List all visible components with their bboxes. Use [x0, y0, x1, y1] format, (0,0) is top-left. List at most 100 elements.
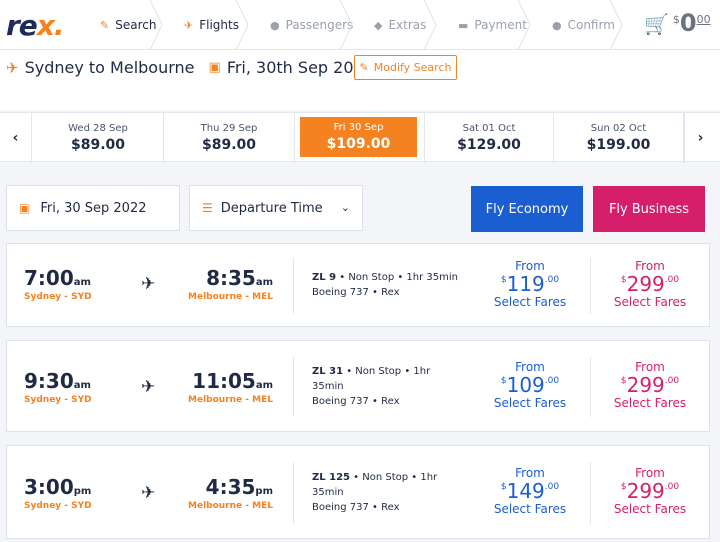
fly-economy-button[interactable]: Fly Economy — [471, 186, 583, 232]
divider — [590, 258, 591, 314]
date-option[interactable]: Thu 29 Sep $89.00 — [164, 113, 295, 163]
plane-icon: ✈ — [141, 377, 156, 397]
date-option[interactable]: Sat 01 Oct $129.00 — [424, 113, 554, 163]
fare-currency: $ — [620, 482, 627, 492]
arrival-ampm: am — [255, 277, 273, 288]
logo-dot: . — [53, 8, 65, 42]
economy-fare[interactable]: From $149.00 Select Fares — [475, 466, 585, 516]
step-search[interactable]: ✎ Search — [76, 0, 163, 50]
sort-dropdown[interactable]: ☰ Departure Time ⌄ — [189, 185, 363, 231]
arrival: 8:35am Melbourne - MEL — [188, 266, 273, 302]
economy-fare[interactable]: From $119.00 Select Fares — [475, 259, 585, 309]
step-passengers-label: Passengers — [285, 18, 354, 32]
date-option[interactable]: Sun 02 Oct $199.00 — [554, 113, 684, 163]
date-filter-value: Fri, 30 Sep 2022 — [40, 200, 147, 216]
fare-price: 299 — [626, 373, 665, 397]
chevron-divider — [234, 0, 250, 50]
departure-city: Sydney - SYD — [24, 395, 92, 405]
fare-from-label: From — [635, 360, 665, 374]
departure-time: 3:00 — [24, 475, 74, 499]
departure-time: 7:00 — [24, 266, 74, 290]
aircraft-operator: Boeing 737 • Rex — [312, 287, 400, 298]
step-extras[interactable]: ◆ Extras — [350, 0, 437, 50]
fare-from-label: From — [635, 259, 665, 273]
departure-ampm: pm — [73, 486, 92, 497]
business-fare[interactable]: From $299.00 Select Fares — [595, 259, 705, 309]
flight-number: ZL 9 — [312, 272, 337, 283]
fare-cents: .00 — [664, 275, 680, 285]
select-fares-link[interactable]: Select Fares — [613, 396, 687, 410]
modify-search-button[interactable]: ✎ Modify Search — [354, 55, 457, 80]
arrival-city: Melbourne - MEL — [188, 501, 273, 511]
calendar-icon: ▣ — [19, 201, 31, 215]
arrival-ampm: am — [255, 380, 273, 391]
select-fares-link[interactable]: Select Fares — [613, 502, 687, 516]
economy-fare[interactable]: From $109.00 Select Fares — [475, 360, 585, 410]
pencil-icon: ✎ — [359, 61, 369, 74]
chevron-divider — [148, 0, 164, 50]
divider — [293, 258, 294, 314]
fare-from-label: From — [635, 466, 665, 480]
fare-currency: $ — [500, 482, 507, 492]
date-option-price: $89.00 — [201, 137, 257, 153]
step-payment[interactable]: ▬ Payment — [434, 0, 531, 50]
step-flights[interactable]: ✈ Flights — [160, 0, 249, 50]
select-fares-link[interactable]: Select Fares — [493, 502, 567, 516]
fly-economy-prefix: Fly — [485, 201, 505, 217]
flight-info: ZL 31 • Non Stop • 1hr 35min Boeing 737 … — [312, 364, 440, 409]
fare-price: 299 — [626, 479, 665, 503]
date-option-label: Thu 29 Sep — [200, 123, 258, 134]
departure: 9:30am Sydney - SYD — [24, 369, 92, 405]
route-date: Fri, 30th Sep 2022 — [226, 58, 374, 77]
departure-city: Sydney - SYD — [24, 292, 92, 302]
sort-icon: ☰ — [202, 201, 213, 215]
cart-small-icon: ▬ — [458, 18, 469, 32]
step-passengers[interactable]: ● Passengers — [246, 0, 353, 50]
route-summary: ✈ Sydney to Melbourne ▣ Fri, 30th Sep 20… — [6, 58, 374, 77]
fare-price: 119 — [506, 272, 545, 296]
fare-cents: .00 — [544, 275, 560, 285]
fare-from-label: From — [515, 259, 545, 273]
fare-from-label: From — [515, 466, 545, 480]
step-confirm[interactable]: ● Confirm — [528, 0, 623, 50]
select-fares-link[interactable]: Select Fares — [493, 396, 567, 410]
chevron-left-icon[interactable]: ‹ — [0, 113, 32, 163]
cart-currency: $ — [672, 13, 680, 26]
fare-price: 109 — [506, 373, 545, 397]
date-filter[interactable]: ▣ Fri, 30 Sep 2022 — [6, 185, 180, 231]
pencil-icon: ✎ — [100, 18, 110, 32]
chevron-right-icon[interactable]: › — [684, 113, 716, 163]
sort-value: Departure Time — [220, 200, 323, 216]
select-fares-link[interactable]: Select Fares — [493, 295, 567, 309]
divider — [293, 357, 294, 417]
flight-card: 7:00am Sydney - SYD ✈ 8:35am Melbourne -… — [6, 243, 710, 327]
divider — [590, 357, 591, 417]
date-option[interactable]: Wed 28 Sep $89.00 — [33, 113, 164, 163]
fare-from-label: From — [515, 360, 545, 374]
date-option-label: Fri 30 Sep — [333, 122, 384, 133]
departure: 3:00pm Sydney - SYD — [24, 475, 92, 511]
fare-cents: .00 — [544, 482, 560, 492]
chevron-down-icon: ⌄ — [340, 201, 350, 214]
flight-info: ZL 9 • Non Stop • 1hr 35min Boeing 737 •… — [312, 270, 462, 300]
fly-business-button[interactable]: Fly Business — [593, 186, 705, 232]
date-option-price: $199.00 — [586, 137, 651, 153]
business-fare[interactable]: From $299.00 Select Fares — [595, 360, 705, 410]
date-option-selected[interactable]: Fri 30 Sep $109.00 — [300, 117, 417, 157]
chevron-divider — [422, 0, 438, 50]
select-fares-link[interactable]: Select Fares — [613, 295, 687, 309]
date-option-price: $89.00 — [70, 137, 126, 153]
business-fare[interactable]: From $299.00 Select Fares — [595, 466, 705, 516]
fly-business-name: Business — [631, 201, 690, 217]
chevron-divider — [338, 0, 354, 50]
rex-logo[interactable]: re x. — [6, 8, 74, 42]
cart-amount: 0 — [679, 9, 697, 37]
cart-total[interactable]: 🛒 $ 0 00 — [644, 10, 711, 36]
arrival: 11:05am Melbourne - MEL — [188, 369, 273, 405]
flight-card: 3:00pm Sydney - SYD ✈ 4:35pm Melbourne -… — [6, 445, 710, 539]
arrival: 4:35pm Melbourne - MEL — [188, 475, 273, 511]
shopping-cart-icon: 🛒 — [644, 12, 669, 36]
arrival-time: 11:05 — [192, 369, 256, 393]
logo-text: re — [6, 8, 38, 42]
route-summary-bar: ✈ Sydney to Melbourne ▣ Fri, 30th Sep 20… — [0, 50, 720, 110]
